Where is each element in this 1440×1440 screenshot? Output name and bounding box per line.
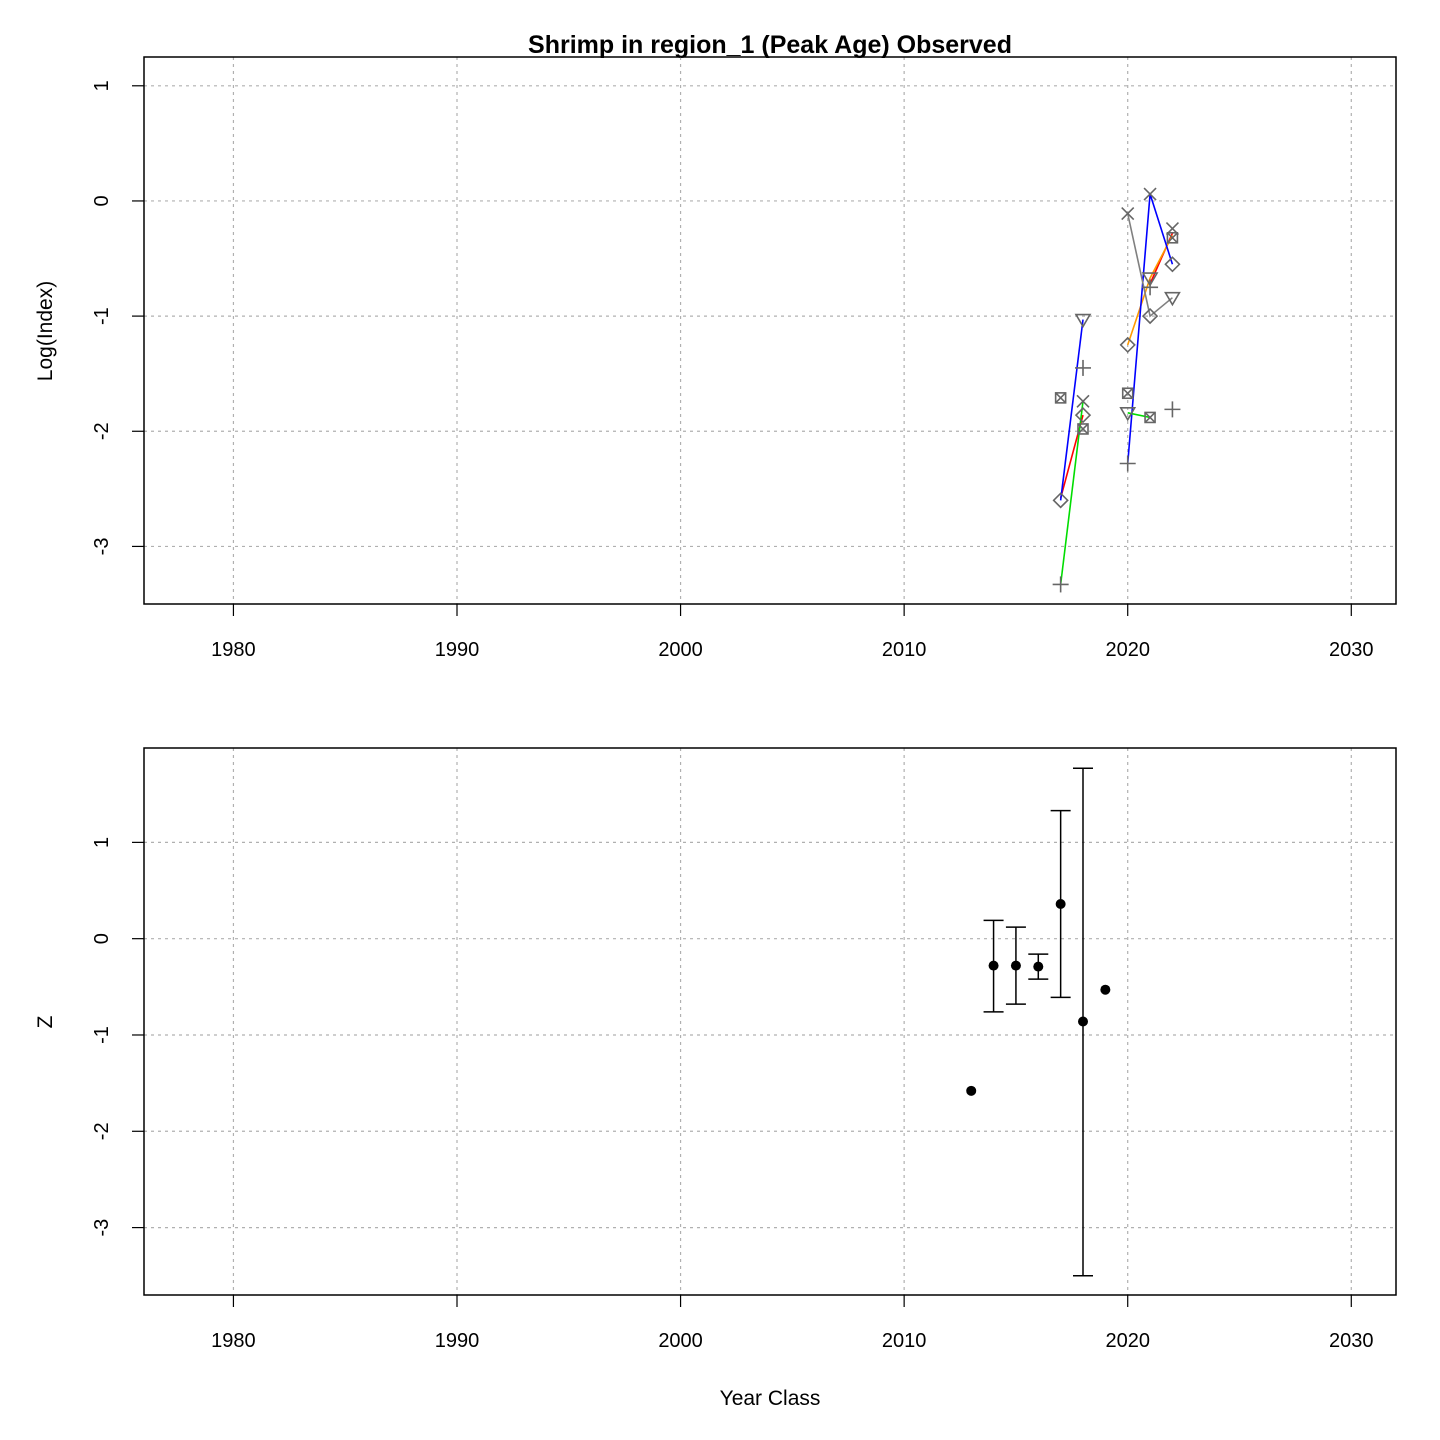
x-axis-label-year-class: Year Class: [720, 1387, 821, 1410]
triangle-point: [1141, 272, 1159, 287]
y-tick-label: 0: [91, 933, 113, 944]
series-line: [1059, 319, 1084, 501]
z-point: [988, 960, 999, 971]
y-tick-label: -3: [91, 1219, 113, 1237]
z-point: [966, 1085, 977, 1096]
y-tick-label: -1: [91, 307, 113, 325]
diamond-point: [1052, 492, 1069, 509]
z-point: [1033, 961, 1044, 972]
log-index-panel: Shrimp in region_1 (Peak Age) Observed L…: [34, 31, 1397, 661]
diamond-point: [1119, 336, 1136, 354]
diamond-point: [1074, 407, 1092, 424]
square-x-point: [1144, 411, 1156, 424]
y-tick-label: -1: [91, 1026, 113, 1044]
plus-point: [1142, 279, 1159, 296]
plot-frame: [143, 747, 1397, 1296]
z-panel: Z Year Class 1980 1990 2000 2010 2020 2030 -3 -…: [34, 747, 1397, 1410]
x-tick-label: 1990: [435, 1330, 480, 1352]
square-x-point: [1166, 231, 1179, 244]
z-point: [1100, 984, 1111, 995]
y-tick-label: -2: [91, 1122, 113, 1140]
y-tick-label: 1: [91, 837, 113, 848]
z-point: [1010, 960, 1021, 971]
x-tick-label: 2020: [1105, 1330, 1150, 1352]
x-tick-label: 2010: [882, 639, 927, 661]
chart-title: Shrimp in region_1 (Peak Age) Observed: [528, 31, 1012, 59]
square-x-point: [1054, 392, 1067, 404]
plus-point: [1164, 401, 1181, 418]
x-tick-label: 2000: [658, 1330, 703, 1352]
x-tick-label: 2010: [882, 1330, 927, 1352]
x-tick-label: 2000: [658, 639, 703, 661]
plus-point: [1075, 359, 1091, 376]
series-line: [1059, 401, 1084, 585]
diamond-point: [1164, 256, 1181, 273]
triangle-point: [1074, 313, 1092, 329]
series-line: [1126, 213, 1173, 318]
plus-point: [1119, 455, 1136, 472]
plus-point: [1052, 576, 1069, 593]
x-tick-label: 1980: [211, 1330, 256, 1352]
z-point: [1078, 1016, 1088, 1027]
y-tick-label: 1: [91, 80, 113, 91]
triangle-point: [1164, 291, 1181, 307]
x-point: [1076, 394, 1090, 408]
square-x-point: [1077, 423, 1089, 435]
y-tick-label: -3: [91, 538, 113, 556]
square-x-point: [1121, 387, 1134, 400]
x-tick-label: 2030: [1329, 639, 1374, 661]
plot-frame: [143, 56, 1397, 605]
z-point: [1055, 899, 1066, 910]
y-axis-label-log-index: Log(Index): [34, 281, 57, 381]
x-point: [1121, 207, 1135, 221]
y-tick-label: -2: [91, 422, 113, 440]
series-line: [1126, 235, 1174, 346]
x-tick-label: 2030: [1329, 1330, 1374, 1352]
y-axis-label-z: Z: [34, 1015, 57, 1028]
x-tick-label: 1990: [435, 639, 480, 661]
diamond-point: [1141, 307, 1159, 325]
x-tick-label: 2020: [1105, 639, 1150, 661]
triangle-point: [1119, 407, 1137, 422]
y-tick-label: 0: [91, 195, 113, 206]
x-point: [1143, 187, 1157, 201]
x-tick-label: 1980: [211, 639, 256, 661]
